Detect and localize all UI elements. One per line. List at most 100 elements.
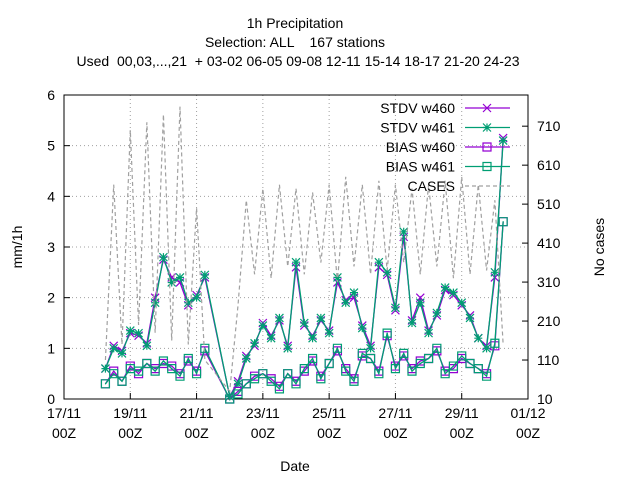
y2-tick-label: 210 xyxy=(537,313,561,329)
point xyxy=(481,371,492,381)
chart-title: 1h Precipitation xyxy=(247,15,344,31)
point xyxy=(225,392,235,401)
point xyxy=(299,318,309,328)
point xyxy=(101,364,110,374)
point xyxy=(399,227,409,237)
legend-label: BIAS w460 xyxy=(386,139,455,155)
legend-label: BIAS w461 xyxy=(386,159,455,175)
point xyxy=(341,366,351,376)
chart-subtitle: Used 00,03,...,21 + 03-02 06-05 09-08 12… xyxy=(76,53,519,69)
point xyxy=(191,369,202,379)
point xyxy=(159,252,168,262)
point xyxy=(415,298,425,308)
y2-tick-label: 410 xyxy=(537,235,561,251)
point xyxy=(374,257,384,267)
point xyxy=(274,384,285,394)
point xyxy=(390,364,401,374)
y-axis-label: mm/1h xyxy=(9,226,25,269)
y-tick-label: 6 xyxy=(47,87,55,103)
point xyxy=(150,298,160,308)
point xyxy=(415,358,425,369)
point xyxy=(341,298,351,308)
point xyxy=(457,298,467,308)
point xyxy=(482,161,492,172)
point xyxy=(250,338,259,348)
x-axis-label: Date xyxy=(280,458,310,474)
point xyxy=(283,369,293,379)
x-tick-label: 17/11 00Z xyxy=(47,405,81,441)
x-tick-label: 23/11 00Z xyxy=(246,405,280,441)
y-tick-label: 3 xyxy=(47,239,55,255)
y2-tick-label: 310 xyxy=(537,274,561,290)
point xyxy=(134,328,143,338)
point xyxy=(109,343,119,353)
point xyxy=(498,217,508,227)
point xyxy=(192,293,201,303)
point xyxy=(175,371,185,381)
point xyxy=(324,328,334,338)
point xyxy=(100,379,111,389)
point xyxy=(357,323,367,333)
y-tick-label: 0 xyxy=(47,391,55,407)
point xyxy=(142,341,152,351)
point xyxy=(324,358,334,369)
point xyxy=(482,123,492,132)
point xyxy=(482,103,492,113)
point xyxy=(307,353,318,364)
point xyxy=(275,313,284,323)
point xyxy=(167,278,177,287)
point xyxy=(125,326,135,336)
y-tick-label: 1 xyxy=(47,340,55,356)
point xyxy=(233,389,243,399)
y2-tick-label: 510 xyxy=(537,196,561,212)
point xyxy=(249,374,260,384)
x-tick-label: 01/12 00Z xyxy=(510,405,545,441)
point xyxy=(117,376,127,386)
point xyxy=(332,343,343,353)
point xyxy=(440,283,450,292)
plot-frame xyxy=(63,94,529,400)
point xyxy=(266,333,276,343)
legend-label: STDV w460 xyxy=(380,100,455,116)
point xyxy=(283,343,293,353)
point xyxy=(490,338,500,348)
point xyxy=(233,379,243,389)
y-tick-label: 2 xyxy=(47,290,55,306)
x-tick-label: 25/11 00Z xyxy=(312,405,346,441)
point xyxy=(498,136,508,146)
point xyxy=(365,353,376,364)
point xyxy=(241,354,251,363)
point xyxy=(374,369,384,379)
point xyxy=(299,364,309,374)
point xyxy=(391,303,400,313)
point xyxy=(440,369,450,379)
point xyxy=(399,348,409,358)
point xyxy=(291,257,301,267)
point xyxy=(382,328,392,338)
y2-tick-label: 10 xyxy=(537,391,553,407)
point xyxy=(423,353,434,364)
point xyxy=(183,298,193,308)
x-tick-label: 29/11 00Z xyxy=(445,405,479,441)
chart-subtitle: Selection: ALL 167 stations xyxy=(205,34,385,50)
point xyxy=(407,366,417,376)
point xyxy=(366,343,375,353)
x-tick-label: 27/11 00Z xyxy=(378,405,412,441)
y2-axis-label: No cases xyxy=(591,218,607,276)
y2-tick-label: 710 xyxy=(537,118,561,134)
point xyxy=(432,308,442,318)
point xyxy=(258,321,268,330)
legend-label: CASES xyxy=(408,178,455,194)
y-tick-label: 4 xyxy=(47,188,55,204)
cases-line xyxy=(104,106,504,393)
y2-tick-label: 110 xyxy=(537,352,560,368)
point xyxy=(382,267,392,277)
point xyxy=(449,288,458,298)
y2-tick-label: 610 xyxy=(537,157,561,173)
point xyxy=(200,270,210,280)
point xyxy=(465,313,475,323)
y-tick-label: 5 xyxy=(47,138,55,154)
point xyxy=(225,394,235,404)
